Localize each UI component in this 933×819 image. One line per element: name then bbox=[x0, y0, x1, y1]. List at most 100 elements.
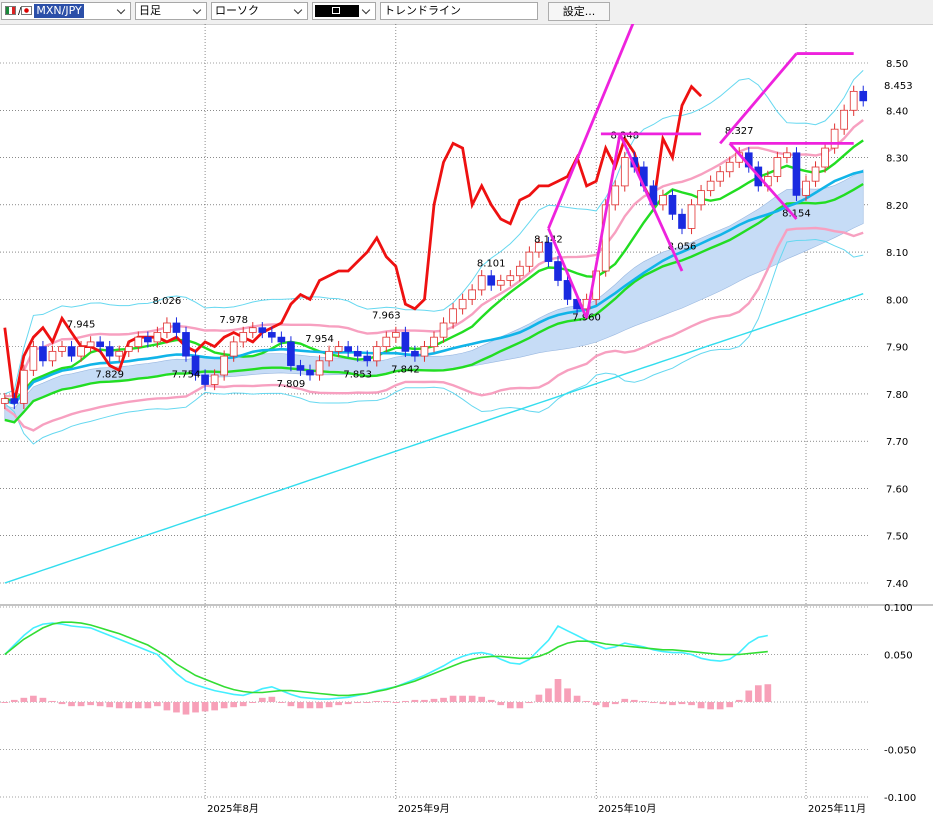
long-term-average bbox=[4, 293, 864, 584]
currency-pair-select[interactable]: / MXN/JPY bbox=[1, 2, 131, 20]
macd-histogram-bar bbox=[592, 702, 600, 706]
macd-histogram-bar bbox=[115, 702, 123, 709]
candle-body bbox=[821, 147, 829, 168]
trendline bbox=[547, 24, 635, 229]
axes: 8.50 8.40 8.30 8.20 8.10 8.00 7.90 7.80 7.70 7.60… bbox=[207, 59, 916, 815]
macd-histogram-bar bbox=[354, 702, 362, 704]
candle-body bbox=[506, 275, 515, 281]
candle-body bbox=[678, 213, 686, 229]
candle-body bbox=[239, 332, 248, 343]
macd-histogram-bar bbox=[96, 702, 104, 707]
chart-area[interactable]: 7.945 7.829 8.026 7.754 7.978 7.809 7.954 7.853… bbox=[0, 24, 933, 819]
candle-body bbox=[668, 194, 677, 215]
candle-body bbox=[363, 355, 372, 362]
macd-histogram-bar bbox=[630, 699, 638, 702]
macd-line bbox=[4, 622, 768, 700]
candle-body bbox=[554, 261, 562, 281]
y-axis-tick-label: 7.60 bbox=[886, 484, 908, 495]
candle-body bbox=[201, 374, 209, 385]
candle-body bbox=[544, 242, 553, 262]
macd-histogram-bar bbox=[249, 702, 257, 703]
macd-histogram-bar bbox=[373, 700, 381, 702]
macd-histogram-bar bbox=[49, 700, 56, 702]
macd-histogram-bar bbox=[173, 702, 180, 713]
macd-histogram-bar bbox=[621, 698, 629, 702]
price-label: 7.853 bbox=[343, 369, 372, 380]
candle-body bbox=[248, 327, 257, 333]
y-axis-tick-label: 7.70 bbox=[886, 437, 908, 448]
candle-body bbox=[830, 128, 839, 149]
macd-histogram-bar bbox=[344, 702, 352, 705]
macd-histogram-bar bbox=[716, 702, 724, 710]
macd-histogram-bar bbox=[535, 694, 543, 702]
y-axis-tick-label: 7.90 bbox=[886, 343, 908, 354]
lagging-span-line bbox=[3, 84, 703, 404]
macd-histogram-bar bbox=[325, 702, 333, 708]
chevron-down-icon[interactable] bbox=[192, 3, 204, 19]
macd-panel bbox=[1, 621, 772, 715]
candle-body bbox=[468, 289, 476, 300]
candle-body bbox=[783, 152, 791, 158]
candle-body bbox=[725, 161, 734, 173]
macd-histogram-bar bbox=[735, 699, 743, 702]
timeframe-select[interactable]: 日足 bbox=[135, 2, 207, 20]
candle-body bbox=[29, 346, 38, 371]
bollinger-lower-3sigma bbox=[4, 238, 864, 445]
candle-body bbox=[859, 90, 868, 102]
trendline bbox=[719, 52, 798, 145]
candle-body bbox=[296, 365, 305, 371]
macd-histogram-bar bbox=[573, 695, 581, 702]
trendline bbox=[728, 142, 798, 220]
settings-button[interactable]: 設定... bbox=[548, 2, 610, 21]
price-label: 8.056 bbox=[668, 242, 697, 253]
candle-body bbox=[0, 398, 9, 404]
macd-histogram-bar bbox=[125, 702, 133, 709]
chart-style-label: ローソク bbox=[215, 4, 259, 17]
macd-histogram-bar bbox=[468, 695, 476, 702]
price-label: 7.842 bbox=[391, 365, 420, 376]
currency-pair-label: MXN/JPY bbox=[34, 4, 84, 18]
trendlines bbox=[547, 24, 854, 319]
line-color-select[interactable] bbox=[312, 2, 376, 20]
macd-histogram-bar bbox=[516, 702, 524, 709]
macd-histogram-bar bbox=[421, 699, 428, 702]
macd-histogram-bar bbox=[239, 702, 247, 707]
macd-histogram-bar bbox=[211, 702, 218, 711]
candle-body bbox=[687, 204, 696, 229]
macd-histogram-bar bbox=[306, 702, 314, 709]
macd-histogram-bar bbox=[58, 702, 66, 705]
x-axis-tick-label: 2025年11月 bbox=[808, 802, 866, 815]
candle-body bbox=[258, 327, 267, 333]
chevron-down-icon[interactable] bbox=[293, 3, 305, 19]
candle-body bbox=[277, 336, 286, 343]
macd-histogram-bar bbox=[77, 702, 85, 707]
x-axis-tick-label: 2025年10月 bbox=[598, 802, 656, 815]
candle-body bbox=[10, 398, 19, 404]
macd-histogram-bar bbox=[411, 699, 419, 702]
chevron-down-icon[interactable] bbox=[361, 3, 373, 19]
macd-histogram-bar bbox=[182, 702, 190, 715]
macd-histogram-bar bbox=[707, 702, 714, 710]
price-label: 7.963 bbox=[372, 310, 401, 321]
chart-style-select[interactable]: ローソク bbox=[211, 2, 308, 20]
candle-body bbox=[802, 180, 810, 196]
macd-histogram-bar bbox=[68, 702, 75, 707]
candle-body bbox=[96, 341, 104, 348]
trendline bbox=[618, 133, 684, 272]
candle-body bbox=[382, 336, 391, 348]
macd-histogram-bar bbox=[201, 702, 209, 712]
candle-body bbox=[372, 346, 381, 362]
candle-body bbox=[849, 90, 858, 111]
candle-body bbox=[172, 322, 181, 333]
candle-body bbox=[535, 242, 543, 253]
drawing-tool-field[interactable]: トレンドライン bbox=[380, 2, 538, 20]
candle-body bbox=[716, 171, 724, 182]
y-axis-tick-label: 8.40 bbox=[886, 106, 908, 117]
macd-histogram-bar bbox=[382, 700, 390, 702]
chevron-down-icon[interactable] bbox=[116, 3, 128, 19]
mexico-flag-icon bbox=[5, 6, 16, 15]
macd-histogram-bar bbox=[144, 702, 152, 709]
macd-histogram-bar bbox=[726, 702, 734, 708]
macd-histogram-bar bbox=[278, 702, 285, 703]
price-label: 8.101 bbox=[477, 258, 506, 269]
